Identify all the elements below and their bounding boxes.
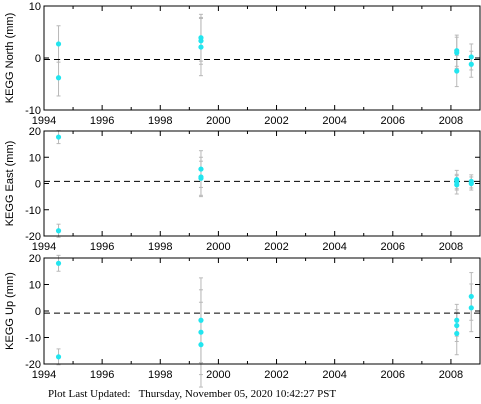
y-tick-label: -20 bbox=[25, 231, 41, 243]
data-point bbox=[55, 228, 62, 234]
y-tick-label: 0 bbox=[35, 179, 41, 191]
y-tick-label: 0 bbox=[35, 306, 41, 318]
x-tick-label: 2002 bbox=[264, 369, 288, 381]
data-point bbox=[468, 61, 474, 67]
y-axis-label: KEGG North (mm) bbox=[4, 13, 16, 103]
x-tick-label: 2004 bbox=[322, 241, 346, 253]
x-tick-label: 1998 bbox=[148, 369, 172, 381]
footer-timestamp: Thursday, November 05, 2020 10:42:27 PST bbox=[138, 388, 337, 400]
x-tick-label: 2000 bbox=[206, 241, 230, 253]
x-tick-label: 1996 bbox=[90, 115, 114, 127]
data-point bbox=[468, 293, 474, 300]
y-tick-label: 10 bbox=[29, 1, 41, 13]
y-tick-label: -10 bbox=[25, 105, 41, 117]
x-tick-label: 1994 bbox=[32, 241, 56, 253]
x-tick-label: 2006 bbox=[381, 241, 405, 253]
x-tick-label: 2008 bbox=[439, 115, 463, 127]
x-tick-label: 1998 bbox=[148, 241, 172, 253]
data-point bbox=[55, 134, 62, 140]
data-point bbox=[454, 50, 460, 56]
data-point bbox=[468, 180, 474, 187]
x-tick-label: 2004 bbox=[322, 115, 346, 127]
y-tick-label: 20 bbox=[29, 126, 41, 138]
data-point bbox=[198, 317, 204, 323]
data-point bbox=[55, 260, 62, 266]
footer: Plot Last Updated: Thursday, November 05… bbox=[48, 388, 336, 400]
data-point bbox=[198, 166, 204, 172]
data-point bbox=[55, 41, 62, 47]
data-point bbox=[454, 182, 460, 188]
x-tick-label: 1996 bbox=[90, 369, 114, 381]
x-tick-label: 2008 bbox=[439, 369, 463, 381]
x-tick-label: 2006 bbox=[381, 369, 405, 381]
data-point bbox=[198, 44, 204, 50]
x-tick-label: 1996 bbox=[90, 241, 114, 253]
x-tick-label: 2000 bbox=[206, 369, 230, 381]
data-point bbox=[198, 329, 204, 335]
x-tick-label: 2002 bbox=[264, 115, 288, 127]
x-tick-label: 1998 bbox=[148, 115, 172, 127]
y-tick-label: 10 bbox=[29, 280, 41, 292]
footer-label: Plot Last Updated: bbox=[48, 388, 131, 400]
x-tick-label: 1994 bbox=[32, 369, 56, 381]
y-tick-label: 20 bbox=[29, 253, 41, 265]
x-tick-label: 2002 bbox=[264, 241, 288, 253]
y-tick-label: 0 bbox=[35, 53, 41, 65]
data-point bbox=[198, 38, 204, 44]
axes-frame bbox=[43, 130, 481, 237]
y-tick-label: -20 bbox=[25, 359, 41, 371]
axes-frame bbox=[43, 5, 481, 111]
x-tick-label: 2000 bbox=[206, 115, 230, 127]
x-tick-label: 2006 bbox=[381, 115, 405, 127]
y-axis-label: KEGG Up (mm) bbox=[4, 272, 16, 350]
x-tick-label: 1994 bbox=[32, 115, 56, 127]
data-point bbox=[55, 354, 62, 360]
data-point bbox=[454, 330, 460, 337]
data-point bbox=[198, 175, 204, 181]
y-tick-label: -10 bbox=[25, 333, 41, 345]
y-tick-label: 10 bbox=[29, 152, 41, 164]
x-tick-label: 2004 bbox=[322, 369, 346, 381]
data-point bbox=[198, 342, 204, 348]
data-point bbox=[454, 322, 460, 329]
data-point bbox=[468, 54, 474, 60]
axes-frame bbox=[43, 257, 481, 365]
data-point bbox=[454, 68, 460, 74]
data-point bbox=[454, 317, 460, 323]
y-axis-label: KEGG East (mm) bbox=[4, 141, 16, 227]
data-point bbox=[468, 305, 474, 311]
x-tick-label: 2008 bbox=[439, 241, 463, 253]
data-point bbox=[55, 75, 62, 81]
y-tick-label: -10 bbox=[25, 205, 41, 217]
